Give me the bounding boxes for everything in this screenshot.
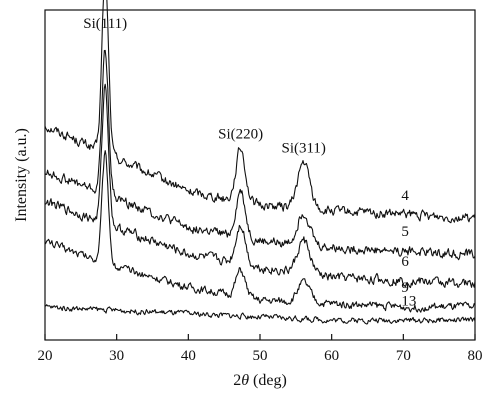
series-line-6: [44, 83, 476, 289]
series-line-5: [44, 49, 476, 261]
series-label-9: 9: [401, 280, 409, 296]
peak-label-3: Si(311): [281, 141, 325, 157]
x-axis-ticks: 20 30 40 50 60 70 80: [38, 334, 483, 364]
series-label-5: 5: [401, 224, 409, 240]
x-axis-label: 2θ (deg): [233, 372, 287, 389]
x-tick-label-50: 50: [253, 348, 268, 364]
x-tick-label-60: 60: [324, 348, 339, 364]
x-tick-label-70: 70: [396, 348, 411, 364]
series-line-9: [44, 150, 476, 313]
x-tick-label-20: 20: [38, 348, 53, 364]
series-line-13: [44, 304, 476, 325]
x-tick-label-40: 40: [181, 348, 196, 364]
peak-label-1: Si(111): [83, 16, 127, 32]
series-group: 4 5 6 913: [44, 0, 476, 325]
y-axis-label: Intensity (a.u.): [13, 128, 30, 222]
x-tick-label-30: 30: [109, 348, 124, 364]
peak-labels: Si(111) Si(220) Si(311): [83, 16, 326, 157]
series-line-4: [44, 0, 476, 224]
x-tick-label-80: 80: [468, 348, 483, 364]
series-label-4: 4: [401, 188, 409, 204]
series-label-6: 6: [401, 254, 409, 270]
peak-label-2: Si(220): [218, 126, 263, 142]
series-label-13: 13: [401, 293, 416, 309]
